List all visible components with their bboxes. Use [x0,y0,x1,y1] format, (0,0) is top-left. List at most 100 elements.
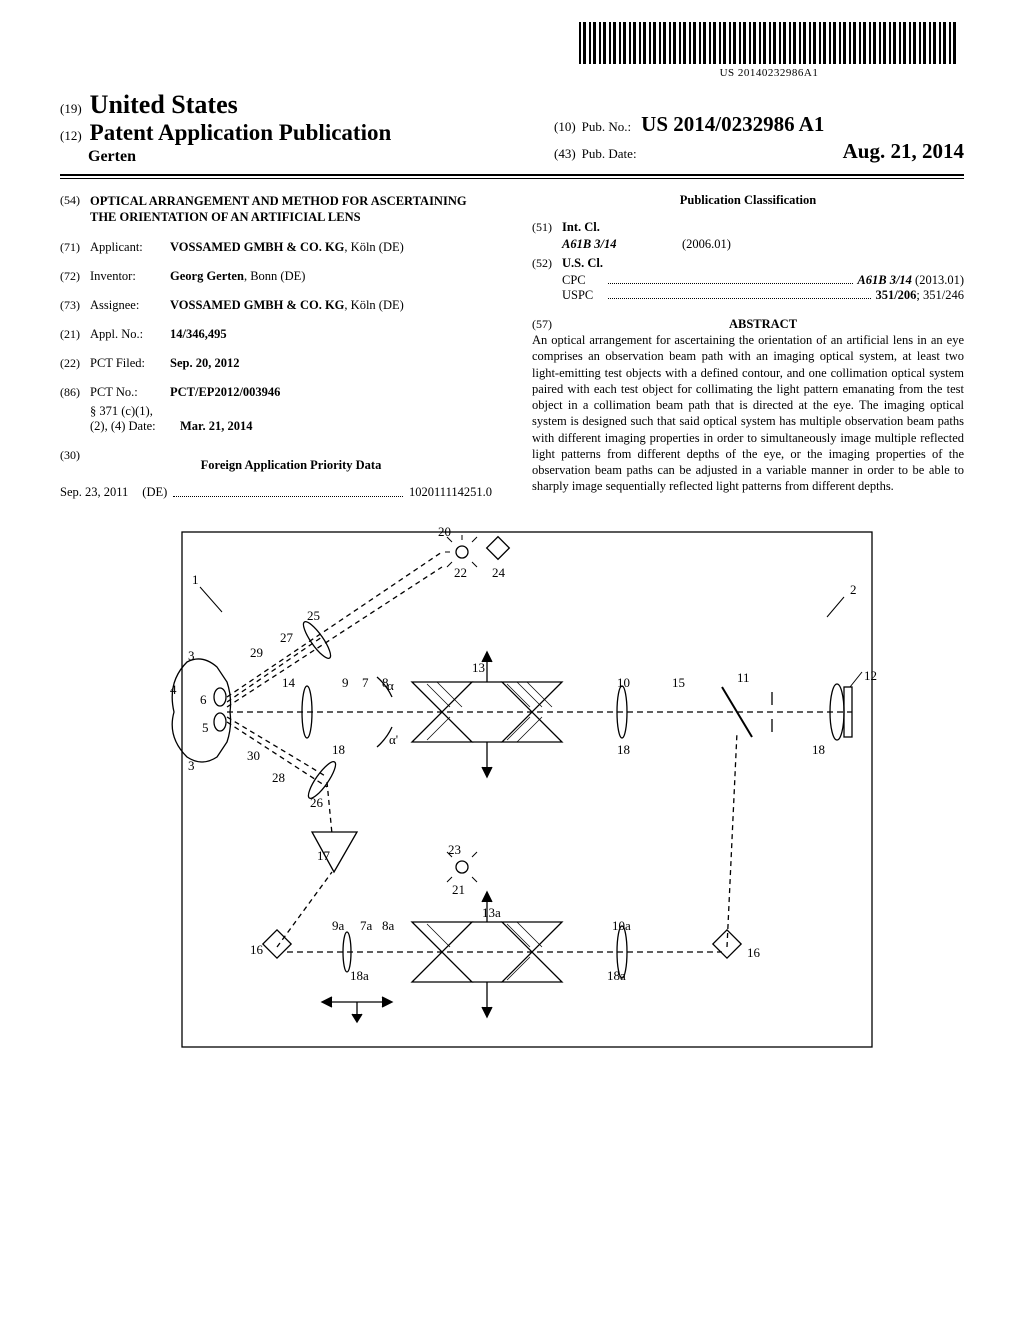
uspc-val2: ; 351/246 [916,288,964,302]
code-71: (71) [60,240,90,255]
svg-text:7: 7 [362,675,369,690]
header: (19) United States (12) Patent Applicati… [60,90,964,166]
inventor-label: Inventor: [90,269,170,284]
svg-text:α: α [387,678,394,693]
svg-text:25: 25 [307,608,320,623]
section-371-dates: (2), (4) Date: [90,419,180,434]
assignee-name: VOSSAMED GMBH & CO. KG [170,298,344,312]
classification-title: Publication Classification [532,193,964,208]
svg-text:14: 14 [282,675,296,690]
field-30: (30) Foreign Application Priority Data [60,448,492,481]
int-year: (2006.01) [682,237,964,252]
svg-text:13: 13 [472,660,485,675]
svg-text:20: 20 [438,524,451,539]
inventor-value: Georg Gerten, Bonn (DE) [170,269,492,284]
svg-text:24: 24 [492,565,506,580]
code-19: (19) [60,101,82,116]
code-12: (12) [60,128,82,143]
svg-text:4: 4 [170,682,177,697]
applicant-value: VOSSAMED GMBH & CO. KG, Köln (DE) [170,240,492,255]
section-371-val: Mar. 21, 2014 [180,419,252,433]
code-57: (57) [532,317,562,332]
divider-thick [60,174,964,176]
svg-text:18: 18 [812,742,825,757]
svg-text:3: 3 [188,648,195,663]
int-class: A61B 3/14 [562,237,682,252]
diagram-container: 1 2 3 4 6 5 3 29 27 25 14 9 7 8 13 α α' … [60,522,964,1062]
code-52: (52) [532,256,562,271]
header-left: (19) United States (12) Patent Applicati… [60,90,554,166]
svg-text:23: 23 [448,842,461,857]
cpc-year: (2013.01) [912,273,964,287]
code-51: (51) [532,220,562,235]
svg-text:6: 6 [200,692,207,707]
uspc-label: USPC [562,288,604,303]
barcode [579,22,959,64]
svg-text:26: 26 [310,795,324,810]
svg-text:α': α' [389,732,398,747]
header-right: (10) Pub. No.: US 2014/0232986 A1 (43) P… [554,112,964,166]
cpc-label: CPC [562,273,604,288]
field-72: (72) Inventor: Georg Gerten, Bonn (DE) [60,269,492,284]
field-54: (54) OPTICAL ARRANGEMENT AND METHOD FOR … [60,193,492,226]
svg-text:3: 3 [188,758,195,773]
svg-text:11: 11 [737,670,750,685]
svg-text:9a: 9a [332,918,345,933]
cpc-val: A61B 3/14 [857,273,912,287]
inventor-name: Georg Gerten [170,269,244,283]
code-22: (22) [60,356,90,371]
line-12: (12) Patent Application Publication [60,120,554,146]
svg-text:15: 15 [672,675,685,690]
code-21: (21) [60,327,90,342]
svg-text:10a: 10a [612,918,631,933]
svg-text:18a: 18a [350,968,369,983]
svg-text:27: 27 [280,630,294,645]
uspc-val: 351/206 [875,288,916,302]
assignee-loc: , Köln (DE) [344,298,403,312]
int-cl-label: Int. Cl. [562,220,600,235]
priority-country: (DE) [142,485,167,500]
priority-date: Sep. 23, 2011 [60,485,128,500]
svg-text:8a: 8a [382,918,395,933]
pub-date-row: (43) Pub. Date: Aug. 21, 2014 [554,139,964,164]
svg-text:12: 12 [864,668,877,683]
barcode-area: US 20140232986A1 [579,22,959,79]
code-72: (72) [60,269,90,284]
svg-text:17: 17 [317,848,331,863]
appl-no: 14/346,495 [170,327,227,341]
code-30: (30) [60,448,90,481]
pub-date-label: Pub. Date: [582,146,637,162]
right-column: Publication Classification (51) Int. Cl.… [532,193,964,500]
pct-no-label: PCT No.: [90,385,170,400]
svg-text:22: 22 [454,565,467,580]
field-22: (22) PCT Filed: Sep. 20, 2012 [60,356,492,371]
inventor-loc: , Bonn (DE) [244,269,305,283]
priority-num: 102011114251.0 [409,485,492,500]
svg-text:18a: 18a [607,968,626,983]
appl-label: Appl. No.: [90,327,170,342]
assignee-label: Assignee: [90,298,170,313]
field-86: (86) PCT No.: PCT/EP2012/003946 [60,385,492,400]
applicant-name: VOSSAMED GMBH & CO. KG [170,240,344,254]
svg-text:10: 10 [617,675,630,690]
svg-text:16: 16 [250,942,264,957]
svg-text:9: 9 [342,675,349,690]
section-371-row: (2), (4) Date: Mar. 21, 2014 [60,419,492,434]
abstract-text: An optical arrangement for ascertaining … [532,332,964,495]
svg-text:1: 1 [192,572,199,587]
country-name: United States [90,90,238,119]
svg-text:18: 18 [617,742,630,757]
barcode-number: US 20140232986A1 [579,67,959,79]
svg-text:16: 16 [747,945,761,960]
us-cl-row: (52) U.S. Cl. [532,256,964,271]
columns: (54) OPTICAL ARRANGEMENT AND METHOD FOR … [60,193,964,500]
field-73: (73) Assignee: VOSSAMED GMBH & CO. KG, K… [60,298,492,313]
svg-text:30: 30 [247,748,260,763]
uspc-line: USPC 351/206; 351/246 [562,288,964,303]
pub-no-label: Pub. No.: [582,119,631,135]
pct-filed-label: PCT Filed: [90,356,170,371]
svg-text:18: 18 [332,742,345,757]
svg-text:21: 21 [452,882,465,897]
applicant-loc: , Köln (DE) [344,240,403,254]
section-371-1: § 371 (c)(1), [90,404,492,419]
